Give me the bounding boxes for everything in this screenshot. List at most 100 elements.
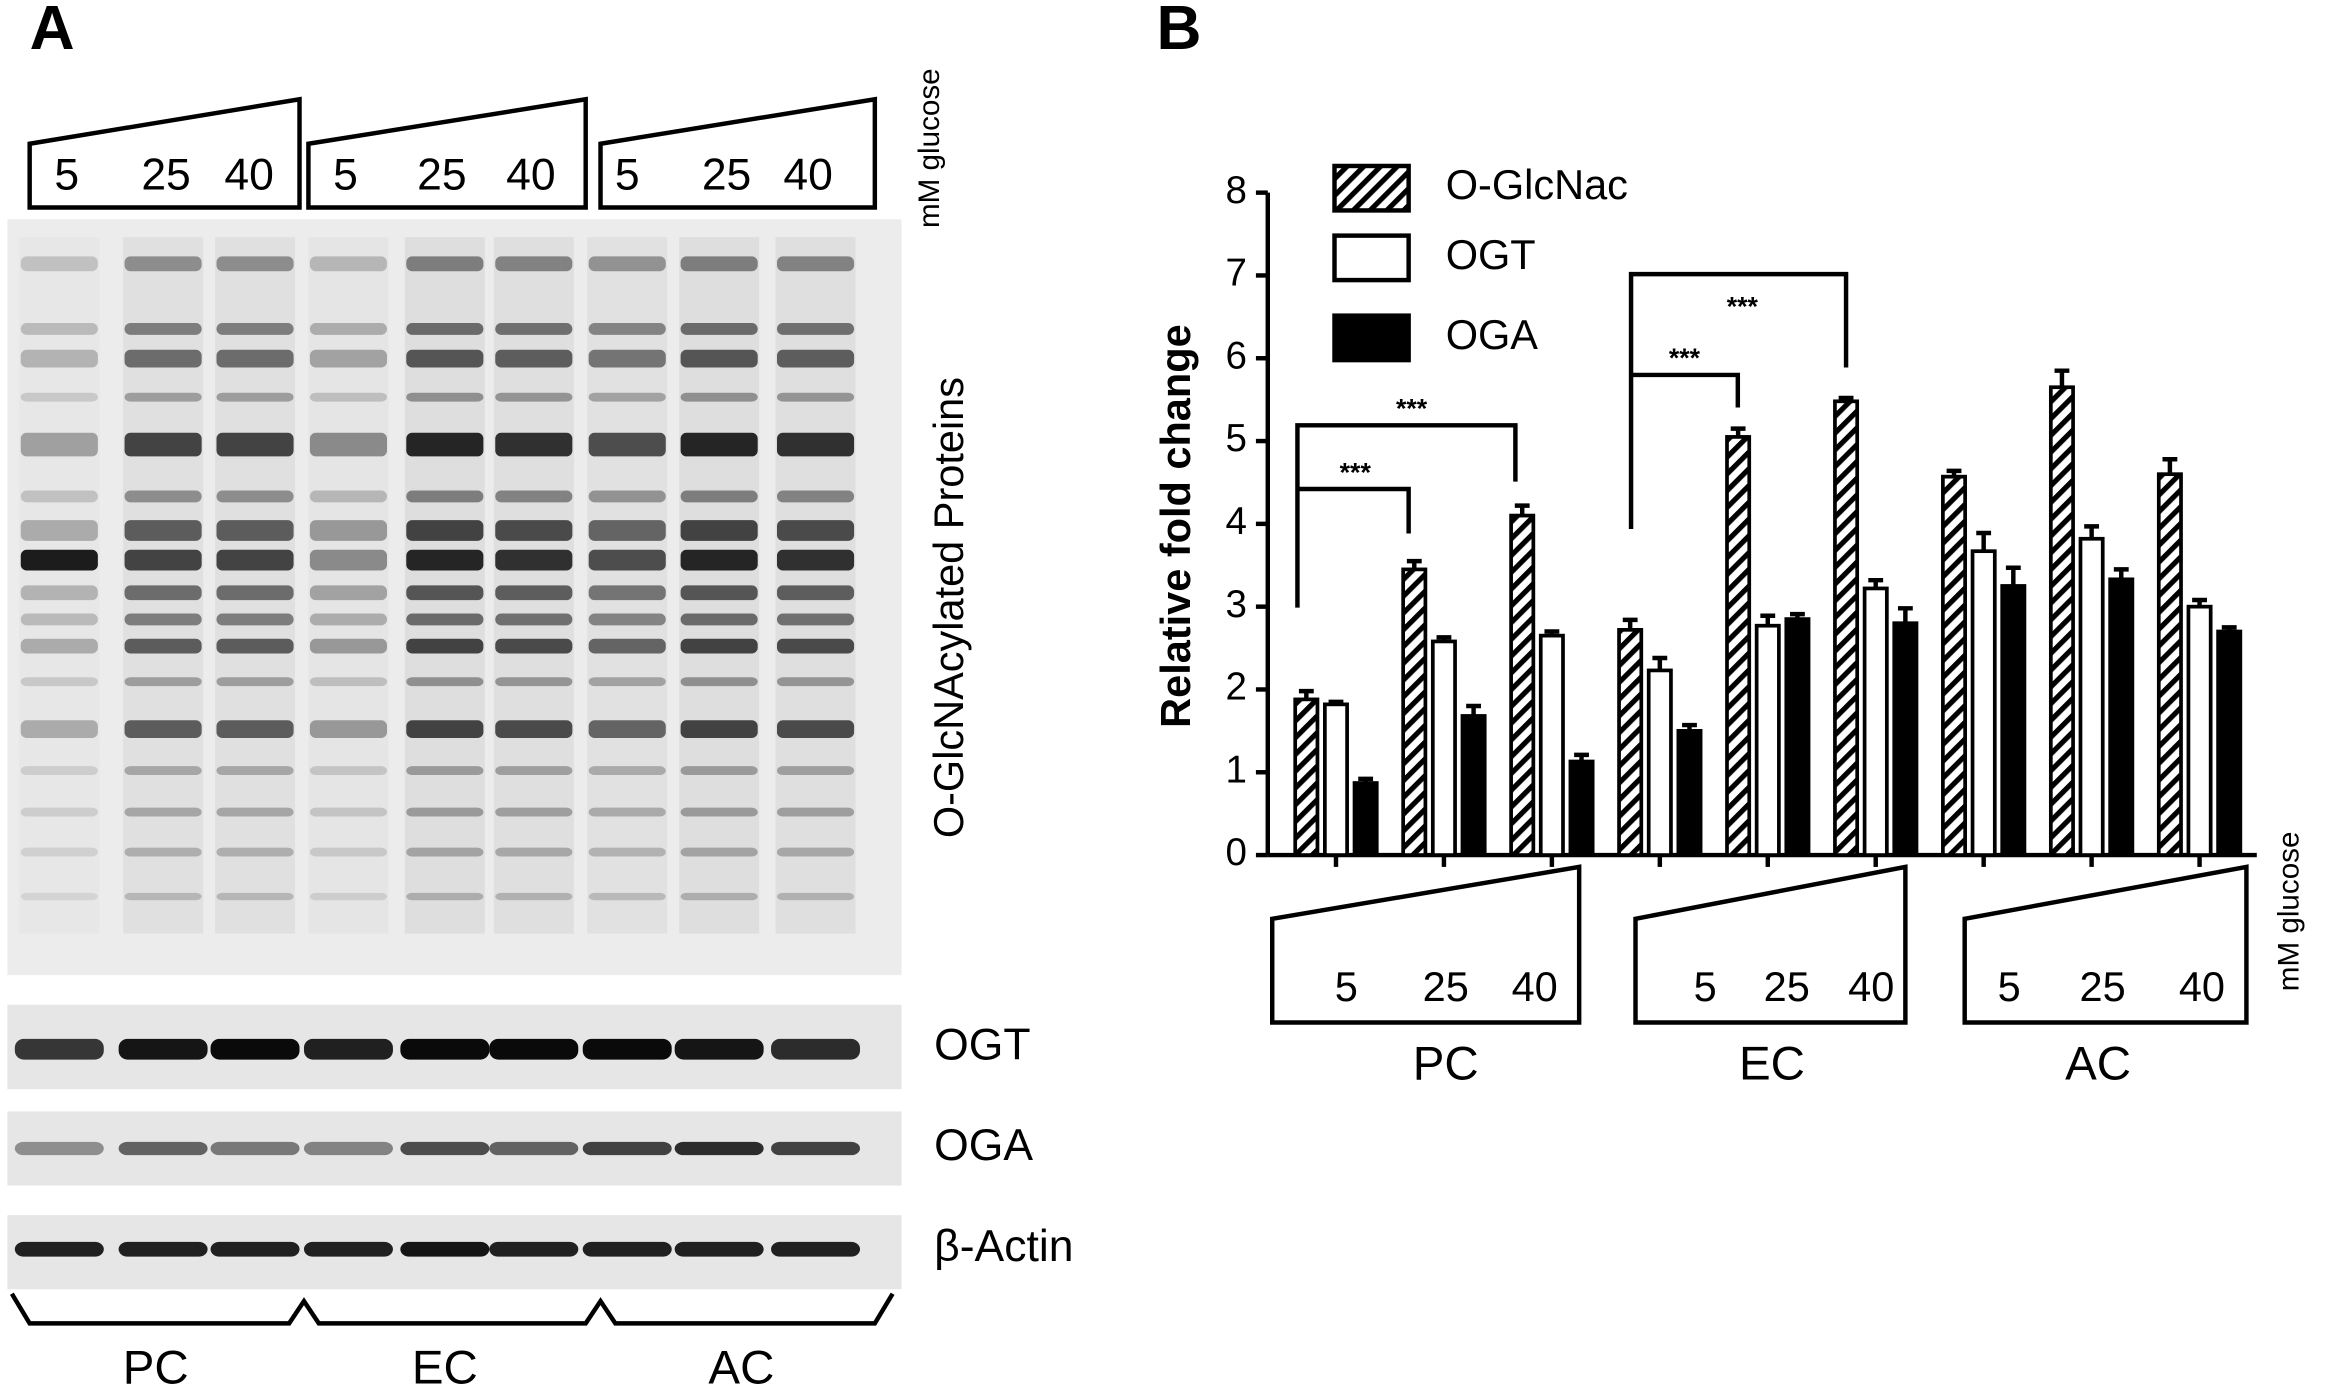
bar bbox=[1323, 702, 1349, 857]
protein-band bbox=[680, 892, 758, 901]
protein-band bbox=[776, 256, 855, 272]
error-bar bbox=[1574, 752, 1589, 762]
group-label: AC bbox=[708, 1341, 774, 1393]
error-bar bbox=[1868, 577, 1884, 589]
protein-band bbox=[118, 1241, 208, 1257]
bar bbox=[1941, 474, 1967, 857]
protein-band bbox=[406, 323, 484, 335]
protein-band bbox=[406, 766, 484, 776]
legend-swatch bbox=[1332, 163, 1411, 213]
protein-band bbox=[776, 892, 855, 901]
annotation: *** bbox=[1727, 291, 1759, 321]
protein-band bbox=[588, 613, 666, 626]
lane-label: 5 bbox=[615, 151, 640, 200]
blot-label: OGT bbox=[934, 1020, 1030, 1069]
protein-band bbox=[495, 613, 573, 626]
protein-band bbox=[118, 1141, 208, 1156]
protein-band bbox=[303, 1038, 393, 1060]
error-bar bbox=[1622, 617, 1638, 630]
lane-label: 25 bbox=[141, 151, 190, 200]
legend-swatch bbox=[1332, 233, 1411, 283]
protein-band bbox=[588, 766, 666, 776]
error-bar bbox=[1328, 699, 1344, 705]
protein-band bbox=[495, 256, 573, 272]
protein-band bbox=[14, 1241, 104, 1257]
protein-band bbox=[680, 638, 758, 654]
protein-band bbox=[14, 1038, 104, 1060]
bar bbox=[1430, 639, 1457, 857]
lane-label: 5 bbox=[333, 151, 358, 200]
bar bbox=[1509, 513, 1536, 857]
x-tick-label: 5 bbox=[1694, 963, 1717, 1010]
x-tick-label: 5 bbox=[1998, 963, 2021, 1010]
protein-band bbox=[406, 432, 484, 457]
protein-band bbox=[495, 349, 573, 368]
protein-band bbox=[489, 1241, 579, 1257]
y-tick-label: 0 bbox=[1226, 831, 1247, 874]
protein-band bbox=[776, 349, 855, 368]
error-bar bbox=[1976, 530, 1992, 552]
wedges-b bbox=[1270, 864, 2249, 1025]
protein-band bbox=[680, 807, 758, 817]
protein-band bbox=[495, 807, 573, 817]
protein-band bbox=[20, 323, 98, 335]
protein-band bbox=[20, 349, 98, 368]
y-axis-label: Relative fold change bbox=[1152, 324, 1199, 727]
protein-band bbox=[406, 613, 484, 626]
legend-label: OGA bbox=[1446, 311, 1539, 358]
protein-band bbox=[20, 677, 98, 687]
protein-band bbox=[776, 720, 855, 738]
annotation: *** bbox=[1340, 457, 1372, 487]
protein-band bbox=[309, 432, 388, 457]
y-tick-label: 2 bbox=[1226, 666, 1247, 709]
protein-band bbox=[776, 638, 855, 654]
protein-band bbox=[216, 549, 294, 571]
protein-band bbox=[495, 432, 573, 457]
blot-label: β-Actin bbox=[934, 1222, 1073, 1271]
bar bbox=[2000, 584, 2027, 857]
protein-band bbox=[489, 1141, 579, 1156]
x-tick-label: 40 bbox=[2179, 963, 2225, 1010]
protein-band bbox=[309, 349, 388, 368]
protein-band bbox=[495, 677, 573, 687]
protein-band bbox=[20, 720, 98, 738]
protein-band bbox=[216, 490, 294, 503]
protein-band bbox=[406, 349, 484, 368]
protein-band bbox=[406, 847, 484, 857]
protein-band bbox=[20, 520, 98, 541]
protein-band bbox=[216, 766, 294, 776]
protein-band bbox=[124, 677, 202, 687]
protein-band bbox=[495, 766, 573, 776]
lane-label: 25 bbox=[417, 151, 466, 200]
protein-band bbox=[680, 847, 758, 857]
protein-band bbox=[588, 323, 666, 335]
bar bbox=[1833, 399, 1860, 857]
bar bbox=[1617, 627, 1644, 857]
protein-band bbox=[588, 520, 666, 541]
error-bar bbox=[1946, 468, 1962, 477]
x-unit-label: mM glucose bbox=[2273, 832, 2306, 992]
protein-band bbox=[210, 1141, 300, 1156]
protein-band bbox=[680, 549, 758, 571]
error-bar bbox=[2113, 567, 2129, 580]
protein-band bbox=[210, 1241, 300, 1257]
protein-band bbox=[680, 520, 758, 541]
error-bar bbox=[1838, 395, 1854, 402]
y-tick-label: 5 bbox=[1226, 417, 1247, 460]
protein-band bbox=[124, 323, 202, 335]
x-tick-label: 25 bbox=[1764, 963, 1810, 1010]
bar bbox=[1862, 586, 1889, 857]
protein-band bbox=[495, 585, 573, 601]
protein-band bbox=[406, 520, 484, 541]
bar bbox=[1293, 697, 1320, 857]
y-tick-label: 1 bbox=[1226, 748, 1247, 791]
protein-band bbox=[216, 585, 294, 601]
x-tick-label: 5 bbox=[1335, 963, 1358, 1010]
bar bbox=[1401, 567, 1428, 857]
protein-band bbox=[495, 892, 573, 901]
legend-swatch bbox=[1332, 313, 1411, 363]
protein-band bbox=[216, 720, 294, 738]
protein-band bbox=[20, 392, 98, 402]
legend-label: O-GlcNac bbox=[1446, 161, 1628, 208]
